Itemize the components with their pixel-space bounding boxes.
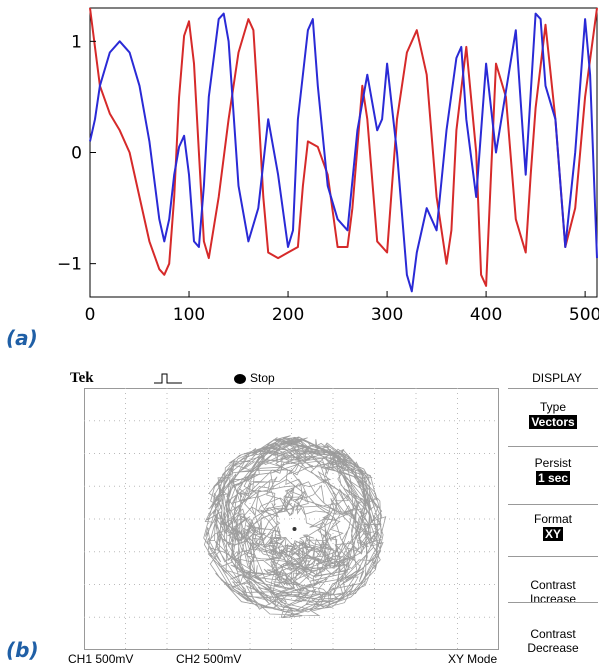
menu-persist-button[interactable]: Persist 1 sec [508,446,598,503]
y-tick-label: 0 [71,144,82,164]
menu-persist-value: 1 sec [535,471,571,485]
stop-status-icon [234,374,246,384]
menu-title: DISPLAY [532,371,582,385]
run-state: Stop [250,371,275,385]
trigger-pulse-icon [154,373,182,384]
oscilloscope-display: Tek Stop DISPLAY Type Vectors Persist 1 … [62,366,599,668]
panel-label-a: (a) [6,326,38,350]
x-tick-label: 500 [569,305,599,325]
menu-type-value: Vectors [529,415,577,429]
x-tick-label: 0 [85,305,96,325]
display-mode: XY Mode [448,652,498,666]
menu-contrast-decrease-button[interactable]: Contrast Decrease [508,602,598,655]
y-tick-label: −1 [57,255,82,275]
y-tick-label: 1 [71,32,82,52]
xy-trace-cloud [203,435,387,619]
menu-format-button[interactable]: Format XY [508,504,598,557]
menu-format-value: XY [542,527,563,541]
ch2-scale: CH2 500mV [176,652,242,666]
panel-label-b: (b) [6,638,39,662]
x-tick-label: 300 [371,305,403,325]
ch1-scale: CH1 500mV [68,652,134,666]
series-line-2 [89,12,598,293]
x-tick-label: 400 [470,305,502,325]
menu-type-button[interactable]: Type Vectors [508,388,598,445]
iq-modulation-chart: 0 100 200 300 400 500 −1 0 1 [57,7,599,325]
menu-contrast-decrease-label: Contrast Decrease [527,627,579,655]
x-tick-label: 100 [173,305,205,325]
menu-type-label: Type [539,400,566,414]
brand-logo: Tek [70,370,94,386]
xy-screen [84,388,499,650]
series-line-1 [89,7,598,287]
x-tick-label: 200 [272,305,304,325]
menu-persist-label: Persist [534,456,572,470]
center-dot [292,527,297,531]
plot-frame [89,7,598,298]
menu-format-label: Format [533,512,572,526]
